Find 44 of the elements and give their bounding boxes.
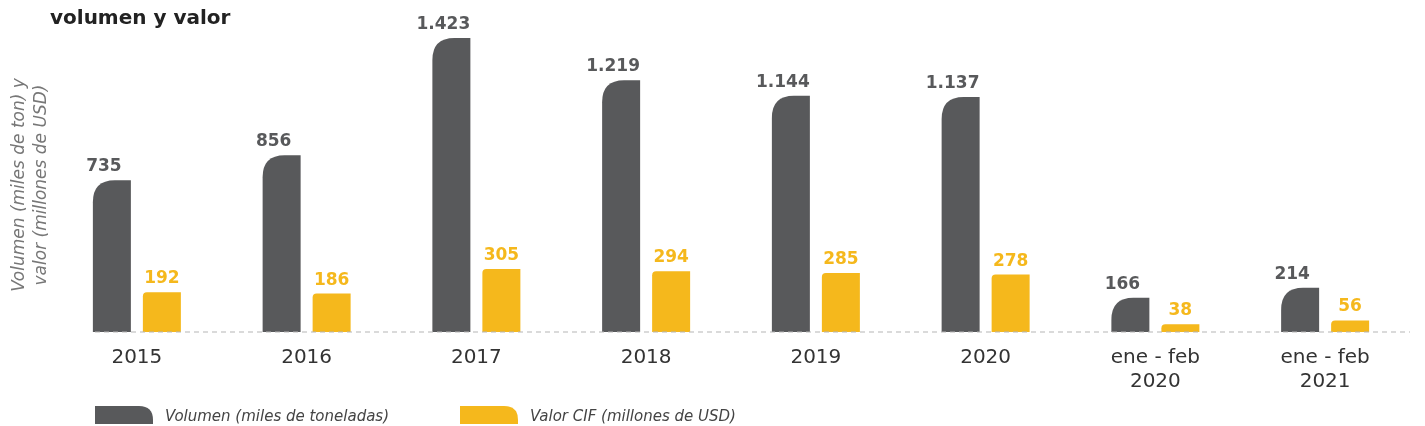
bar [602,80,641,332]
data-label: 278 [992,249,1029,270]
data-label: 214 [1274,262,1311,283]
x-tick-label: 2015 [111,344,163,368]
data-label: 294 [653,246,690,267]
bar [92,180,131,332]
bar [941,97,980,332]
data-label: 56 [1338,295,1362,316]
data-label: 856 [255,130,292,151]
bar [432,38,471,332]
data-label: 305 [483,243,520,264]
x-tick-label: 2019 [790,344,842,368]
bar [1111,297,1150,332]
bar [482,268,521,332]
bar [1331,320,1370,332]
bar [771,95,810,332]
data-label: 1.137 [925,72,980,93]
bar [1161,324,1200,332]
data-label: 1.219 [586,55,641,76]
x-tick-label: ene - feb 2021 [1280,344,1370,392]
bar [262,155,301,332]
data-label: 1.144 [755,70,810,91]
x-tick-label: 2016 [281,344,333,368]
data-label: 1.423 [416,13,471,33]
x-tick-label: ene - feb 2020 [1110,344,1201,392]
data-label: 186 [313,268,350,289]
x-tick-label: 2020 [960,344,1012,368]
bar [142,292,181,332]
chart-title: volumen y valor [50,5,231,29]
bar [1281,287,1320,332]
legend-label: Valor CIF (millones de USD) [530,407,736,425]
legend-label: Volumen (miles de toneladas) [165,407,390,425]
bar [312,293,351,332]
bar [991,274,1030,332]
x-tick-label: 2018 [620,344,672,368]
data-label: 166 [1104,272,1141,293]
data-label: 38 [1168,299,1193,320]
data-label: 192 [144,267,180,288]
data-label: 735 [86,155,122,176]
data-label: 285 [823,248,859,269]
bar [821,273,860,332]
bar [652,271,691,332]
y-axis-title: Volumen (miles de ton) y valor (millones de USD) [8,77,50,292]
x-tick-label: 2017 [450,344,502,368]
